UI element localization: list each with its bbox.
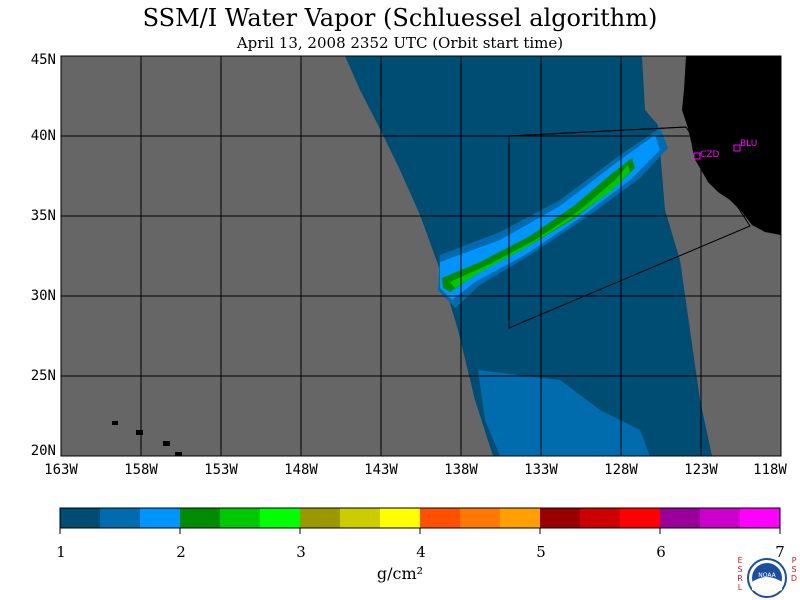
lat-label-30n: 30N [30, 288, 56, 304]
lat-label-45n: 45N [30, 52, 56, 68]
colorbar-swatch [660, 508, 701, 528]
colorbar-swatch [460, 508, 501, 528]
colorbar-swatch [340, 508, 381, 528]
colorbar-swatch [380, 508, 421, 528]
colorbar-tick-4: 4 [416, 543, 426, 561]
colorbar-tick-3: 3 [296, 543, 306, 561]
colorbar-unit: g/cm² [376, 564, 424, 583]
station-blu-label: BLU [740, 139, 757, 149]
lon-label-163w: 163W [44, 462, 78, 478]
colorbar [59, 507, 781, 534]
lat-label-35n: 35N [30, 208, 56, 224]
land-north-america [682, 56, 781, 235]
stations: CZD BLU [693, 139, 757, 160]
colorbar-swatch [140, 508, 181, 528]
island-1 [112, 421, 118, 425]
colorbar-swatch [620, 508, 661, 528]
colorbar-swatch [220, 508, 261, 528]
colorbar-swatch [260, 508, 301, 528]
colorbar-tick-7: 7 [775, 543, 785, 561]
lon-label-128w: 128W [604, 462, 638, 478]
map-area [60, 55, 782, 457]
colorbar-swatch [500, 508, 541, 528]
colorbar-swatch [580, 508, 621, 528]
lon-label-118w: 118W [753, 462, 787, 478]
plume-core-bright [450, 165, 630, 288]
lon-label-143w: 143W [364, 462, 398, 478]
lat-label-25n: 25N [30, 368, 56, 384]
colorbar-swatch [180, 508, 221, 528]
noaa-logo: NOAA [747, 558, 787, 598]
colorbar-tick-5: 5 [536, 543, 546, 561]
lon-label-153w: 153W [204, 462, 238, 478]
colorbar-tick-6: 6 [656, 543, 666, 561]
colorbar-swatch [700, 508, 741, 528]
swath-patch-south [478, 370, 650, 456]
station-czd-marker [693, 152, 701, 160]
island-2 [136, 430, 143, 435]
lon-label-123w: 123W [684, 462, 718, 478]
colorbar-swatch [60, 508, 101, 528]
island-3 [163, 441, 170, 446]
colorbar-swatch [100, 508, 141, 528]
colorbar-swatch [300, 508, 341, 528]
graticule [61, 56, 781, 456]
domain-box [508, 126, 751, 329]
colorbar-tick-2: 2 [176, 543, 186, 561]
lon-label-158w: 158W [124, 462, 158, 478]
chart-subtitle: April 13, 2008 2352 UTC (Orbit start tim… [236, 34, 564, 52]
colorbar-swatch [740, 508, 781, 528]
island-4 [175, 452, 182, 456]
colorbar-tick-1: 1 [56, 543, 66, 561]
map-frame [60, 55, 782, 457]
colorbar-swatch [540, 508, 581, 528]
lat-label-40n: 40N [30, 128, 56, 144]
station-czd-label: CZD [700, 150, 719, 160]
plume-core [442, 158, 635, 292]
lon-label-138w: 138W [444, 462, 478, 478]
station-blu-marker [733, 144, 741, 152]
lon-label-133w: 133W [524, 462, 558, 478]
lon-label-148w: 148W [284, 462, 318, 478]
colorbar-swatch [420, 508, 461, 528]
chart-title: SSM/I Water Vapor (Schluessel algorithm) [142, 4, 658, 32]
noaa-logo-text: NOAA [758, 572, 776, 579]
lat-label-20n: 20N [30, 443, 56, 459]
